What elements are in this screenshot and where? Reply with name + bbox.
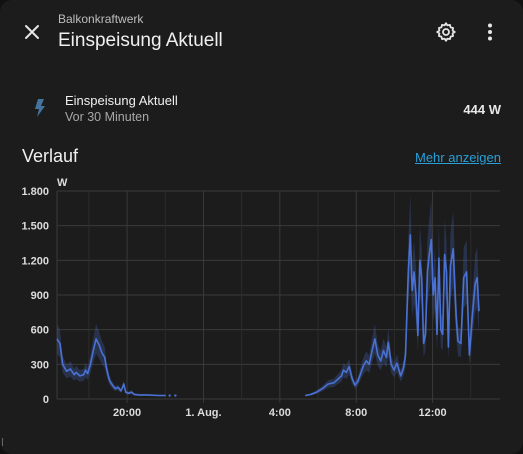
y-tick-label: 0	[43, 394, 49, 406]
y-axis-unit: W	[57, 177, 68, 189]
settings-button[interactable]	[434, 20, 458, 44]
resize-handle	[2, 438, 8, 446]
x-tick-label: 12:00	[419, 407, 447, 419]
series-line-evening-band	[57, 323, 166, 397]
dialog-title: Einspeisung Aktuell	[58, 30, 223, 51]
show-more-link[interactable]: Mehr anzeigen	[415, 150, 501, 165]
close-button[interactable]	[18, 18, 46, 46]
history-chart[interactable]: 0 300 600 900 1.200 1.500 1.800 20:00 1. Aug. 4:…	[0, 172, 523, 432]
chart-series	[56, 193, 480, 397]
x-axis-ticks: 20:00 1. Aug. 4:00 8:00 12:00	[113, 407, 447, 419]
dialog-header: Balkonkraftwerk Einspeisung Aktuell	[0, 0, 523, 66]
y-tick-label: 1.800	[21, 186, 49, 198]
overflow-menu-button[interactable]	[478, 20, 502, 44]
history-heading: Verlauf	[22, 146, 79, 166]
x-tick-label: 8:00	[345, 407, 367, 419]
series-line-day	[305, 234, 480, 397]
y-tick-label: 300	[31, 359, 49, 371]
entity-last-changed: Vor 30 Minuten	[65, 110, 150, 124]
series-point	[168, 394, 171, 397]
entity-row[interactable]: Einspeisung Aktuell Vor 30 Minuten 444 W	[0, 82, 523, 138]
entity-state-value: 444 W	[463, 102, 501, 117]
y-tick-label: 1.500	[21, 221, 49, 233]
entity-name: Einspeisung Aktuell	[65, 93, 178, 108]
more-vertical-icon	[488, 23, 492, 41]
series-point	[174, 394, 177, 397]
x-tick-label: 4:00	[269, 407, 291, 419]
y-axis-ticks: 0 300 600 900 1.200 1.500 1.800	[21, 186, 49, 406]
x-tick-label: 1. Aug.	[185, 407, 221, 419]
y-tick-label: 1.200	[21, 255, 49, 267]
gear-icon	[436, 22, 456, 42]
series-line-evening	[56, 338, 166, 397]
y-tick-label: 600	[31, 325, 49, 337]
x-tick-label: 20:00	[113, 407, 141, 419]
y-tick-label: 900	[31, 290, 49, 302]
flash-icon	[28, 96, 52, 120]
dialog-subtitle: Balkonkraftwerk	[58, 12, 144, 26]
close-icon	[25, 25, 39, 39]
chart-grid	[56, 190, 500, 403]
